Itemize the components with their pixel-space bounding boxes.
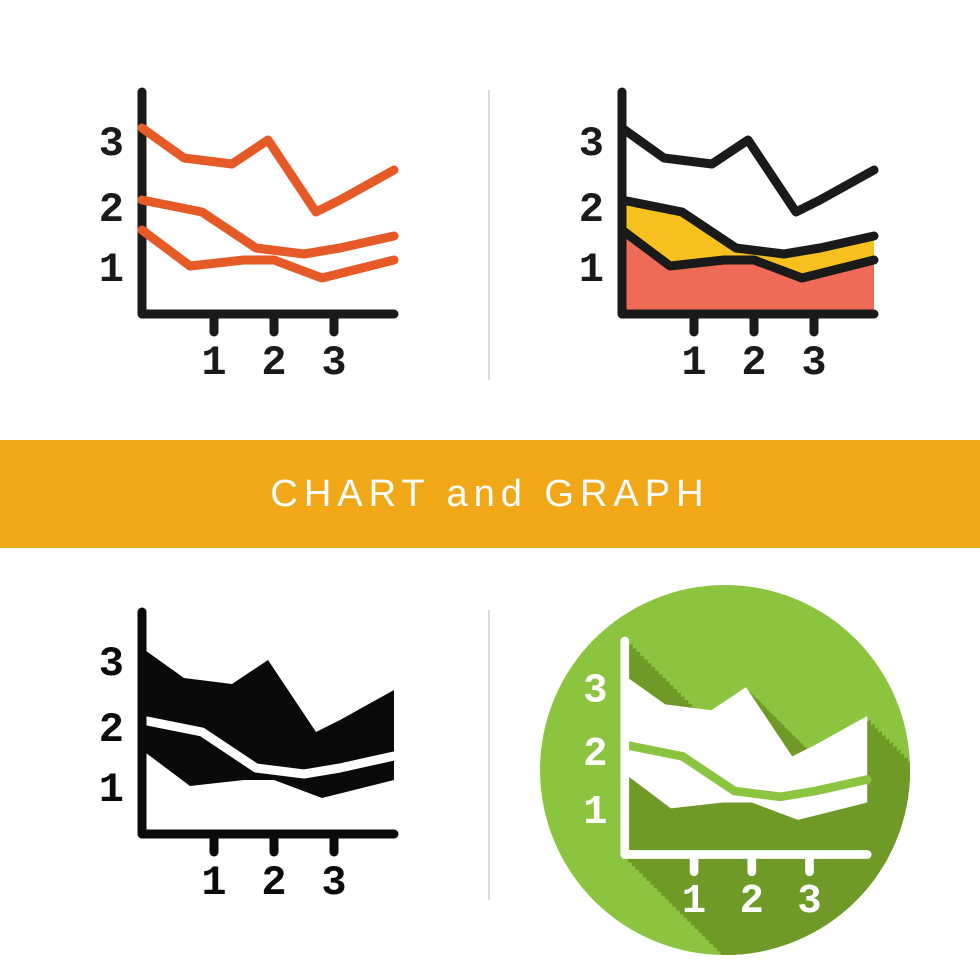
chart-icon-tl: 321123 bbox=[75, 80, 425, 380]
svg-text:1: 1 bbox=[99, 246, 124, 294]
svg-text:2: 2 bbox=[99, 706, 124, 754]
svg-text:2: 2 bbox=[261, 339, 286, 380]
svg-text:3: 3 bbox=[321, 339, 346, 380]
svg-text:3: 3 bbox=[99, 120, 124, 168]
svg-text:3: 3 bbox=[801, 339, 826, 380]
svg-text:2: 2 bbox=[583, 732, 607, 778]
svg-text:2: 2 bbox=[579, 186, 604, 234]
svg-text:2: 2 bbox=[261, 859, 286, 900]
svg-text:3: 3 bbox=[797, 879, 821, 925]
svg-text:3: 3 bbox=[579, 120, 604, 168]
title-banner: CHART and GRAPH bbox=[0, 440, 980, 548]
chart-icon-bl: 321123 bbox=[75, 600, 425, 900]
svg-text:2: 2 bbox=[99, 186, 124, 234]
svg-text:1: 1 bbox=[201, 339, 226, 380]
svg-text:1: 1 bbox=[579, 246, 604, 294]
vertical-divider-top bbox=[488, 90, 490, 380]
svg-text:1: 1 bbox=[583, 790, 607, 836]
chart-icon-tr: 321123 bbox=[555, 80, 905, 380]
svg-text:1: 1 bbox=[681, 339, 706, 380]
svg-text:1: 1 bbox=[99, 766, 124, 814]
svg-text:1: 1 bbox=[201, 859, 226, 900]
svg-text:3: 3 bbox=[321, 859, 346, 900]
title-text: CHART and GRAPH bbox=[270, 473, 709, 516]
chart-icon-br: 321123 bbox=[540, 585, 910, 955]
svg-text:3: 3 bbox=[583, 669, 607, 715]
svg-text:1: 1 bbox=[682, 879, 706, 925]
svg-text:2: 2 bbox=[741, 339, 766, 380]
svg-text:3: 3 bbox=[99, 640, 124, 688]
svg-text:2: 2 bbox=[740, 879, 764, 925]
vertical-divider-bottom bbox=[488, 610, 490, 900]
